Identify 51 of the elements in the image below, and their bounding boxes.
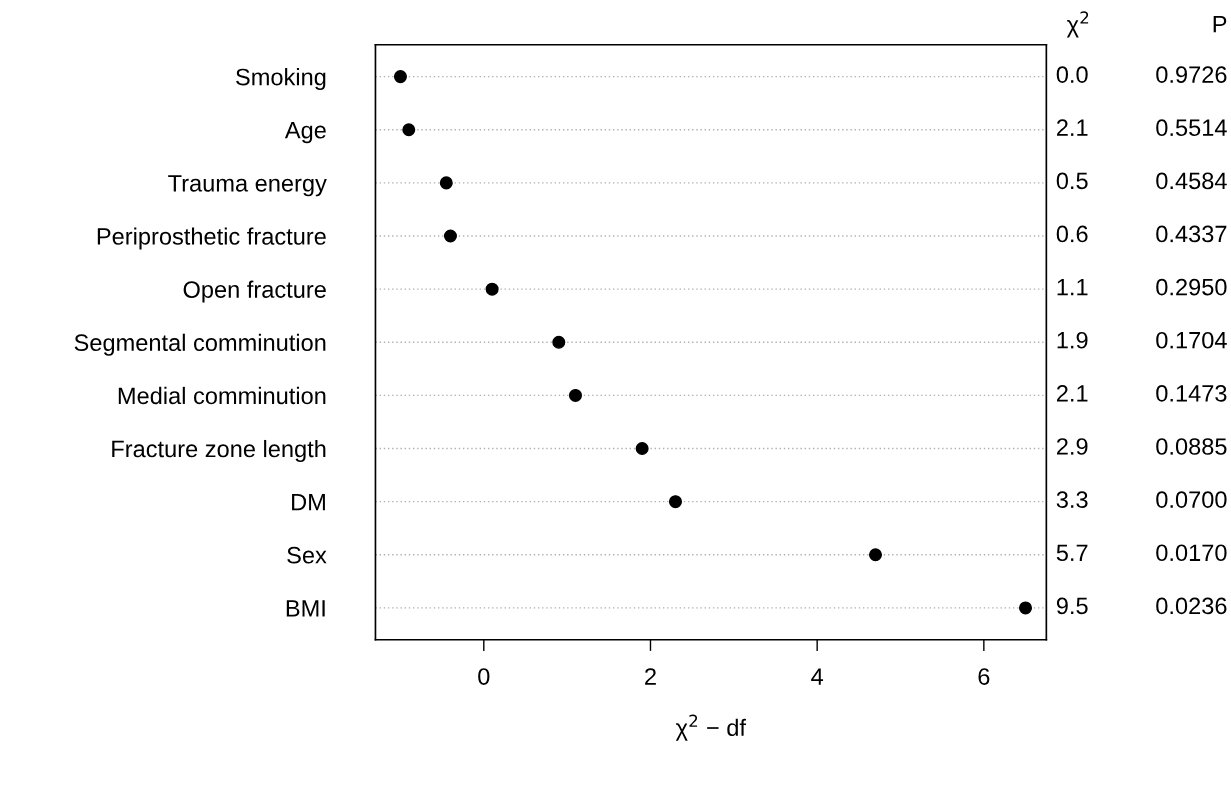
x-tick-label: 2	[645, 668, 656, 685]
text: 0.0236	[1156, 597, 1227, 615]
point	[439, 176, 453, 190]
text: 0.1473	[1156, 385, 1227, 402]
point	[485, 282, 499, 296]
point	[868, 548, 883, 562]
y-tick-label: BMI	[286, 600, 325, 617]
text: 0.2950	[1156, 278, 1227, 296]
text: 0.0	[1056, 66, 1088, 83]
text: 0.5	[1056, 172, 1088, 190]
text: 0.6	[1056, 225, 1088, 243]
y-tick-label: Medial comminution	[118, 386, 326, 405]
x-tick-label: 6	[978, 668, 990, 685]
y-tick-label: Fracture zone length	[112, 439, 326, 462]
point	[393, 70, 407, 84]
y-tick-label: Periprosthetic fracture	[97, 227, 326, 250]
y-tick-label: DM	[292, 493, 325, 511]
text: 5.7	[1056, 544, 1088, 562]
text: 0.0885	[1156, 438, 1227, 455]
point	[402, 123, 416, 137]
y-tick-label: Age	[284, 122, 326, 144]
text: χ$^{2}$	[1066, 11, 1089, 38]
point	[568, 388, 582, 402]
text: P	[1213, 16, 1227, 33]
text: 1.1	[1057, 278, 1088, 296]
text: 0.0700	[1156, 491, 1227, 508]
y-tick-label: Open fracture	[183, 280, 326, 303]
point	[552, 335, 566, 349]
x-axis-title: χ$^{2}$ − df	[675, 714, 747, 741]
text: 3.3	[1056, 491, 1088, 508]
text: 0.5514	[1156, 119, 1227, 137]
point	[635, 442, 649, 456]
point	[668, 495, 682, 509]
point	[443, 229, 457, 243]
text: 0.1704	[1156, 331, 1227, 349]
text: 0.9726	[1156, 66, 1227, 83]
text: 2.1	[1056, 385, 1088, 402]
text: 9.5	[1056, 597, 1088, 615]
text: 0.0170	[1156, 544, 1227, 562]
text: 2.9	[1056, 438, 1088, 455]
point	[1019, 601, 1033, 615]
text: 2.1	[1056, 119, 1088, 136]
text: 0.4584	[1156, 172, 1227, 190]
y-tick-label: Smoking	[236, 68, 326, 91]
y-tick-label: Segmental comminution	[74, 333, 326, 356]
x-tick-label: 0	[478, 668, 490, 685]
text: 0.4337	[1156, 225, 1227, 243]
text: 1.9	[1057, 331, 1088, 349]
y-tick-label: Trauma energy	[168, 175, 327, 197]
y-tick-label: Sex	[287, 546, 327, 564]
x-tick-label: 4	[811, 668, 824, 685]
